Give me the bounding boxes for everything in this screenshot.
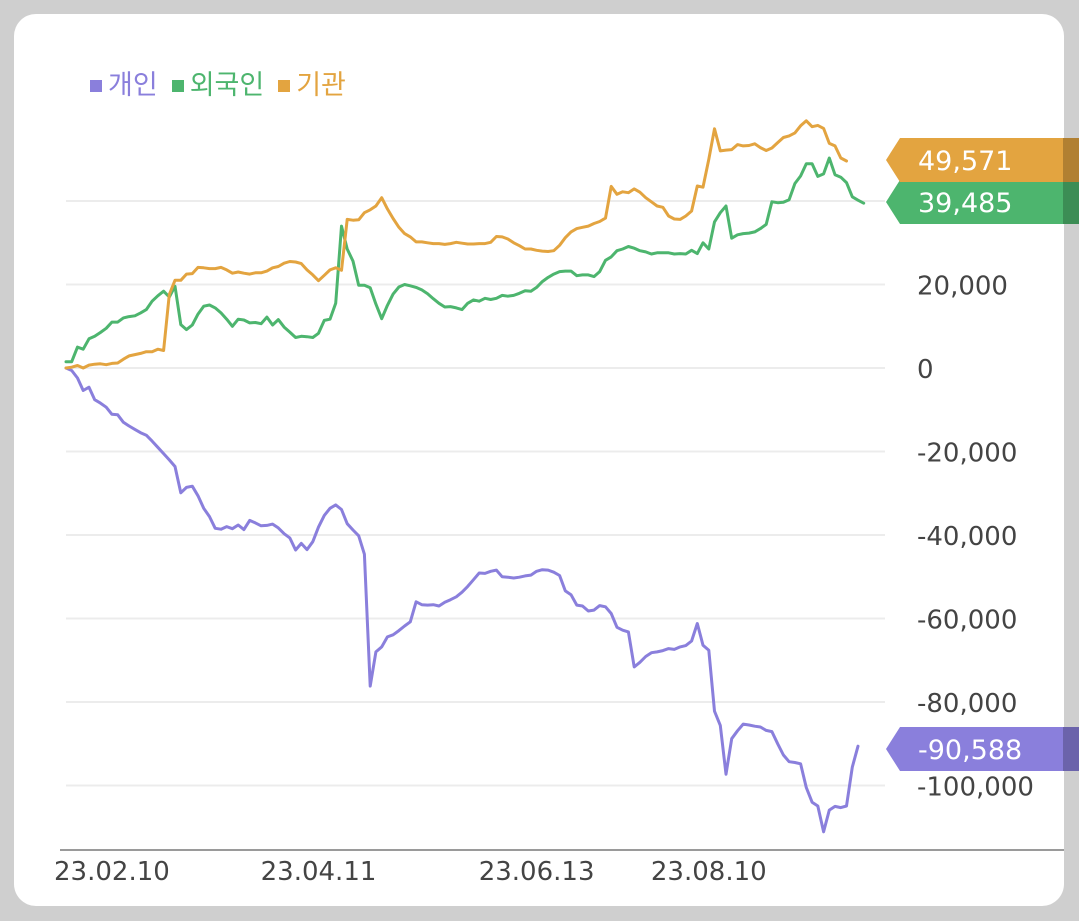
- series-lines: [64, 119, 866, 834]
- badge-edge: [1063, 727, 1079, 771]
- y-tick-label: -40,000: [917, 522, 1017, 552]
- badge-edge: [1063, 180, 1079, 224]
- chart-legend: 개인 외국인 기관: [90, 66, 346, 106]
- x-tick-label: 23.08.10: [651, 857, 767, 887]
- y-tick-label: 0: [917, 355, 934, 385]
- legend-label-institution: 기관: [296, 70, 346, 101]
- series-line-2: [64, 119, 848, 370]
- y-tick-label: -20,000: [917, 439, 1017, 469]
- last-value-badge-2: [886, 138, 1079, 182]
- x-tick-label: 23.02.10: [54, 857, 170, 887]
- series-line-0: [64, 366, 860, 834]
- y-axis: 20,000 0 -20,000 -40,000 -60,000 -80,000 -100,…: [917, 272, 1034, 803]
- badge-edge: [1063, 138, 1079, 182]
- last-value-badge-1: [886, 180, 1079, 224]
- legend-swatch-individual: [90, 80, 102, 92]
- last-value-label-2: 49,571: [918, 146, 1012, 177]
- legend-swatch-foreign: [171, 80, 184, 92]
- legend-item-individual[interactable]: 개인: [90, 66, 158, 106]
- x-tick-label: 23.04.11: [261, 857, 377, 887]
- y-tick-label: 20,000: [917, 272, 1008, 302]
- series-line-1: [64, 156, 866, 364]
- x-axis: 23.02.10 23.04.11 23.06.13 23.08.10: [54, 849, 1064, 887]
- y-tick-label: -100,000: [917, 773, 1034, 803]
- x-tick-label: 23.06.13: [479, 857, 595, 887]
- last-value-badge-0: [886, 727, 1079, 771]
- last-value-label-0: -90,588: [918, 735, 1022, 766]
- last-value-label-1: 39,485: [918, 188, 1012, 219]
- legend-swatch-institution: [278, 80, 291, 92]
- legend-item-foreign[interactable]: 외국인: [171, 66, 265, 106]
- legend-item-institution[interactable]: 기관: [278, 66, 346, 106]
- last-value-badges: -90,588 39,485 49,571: [886, 138, 1079, 771]
- y-tick-label: -60,000: [917, 606, 1017, 636]
- legend-label-foreign: 외국인: [189, 70, 265, 101]
- grid-lines: [66, 200, 885, 787]
- y-tick-label: -80,000: [917, 689, 1017, 719]
- legend-label-individual: 개인: [108, 70, 158, 101]
